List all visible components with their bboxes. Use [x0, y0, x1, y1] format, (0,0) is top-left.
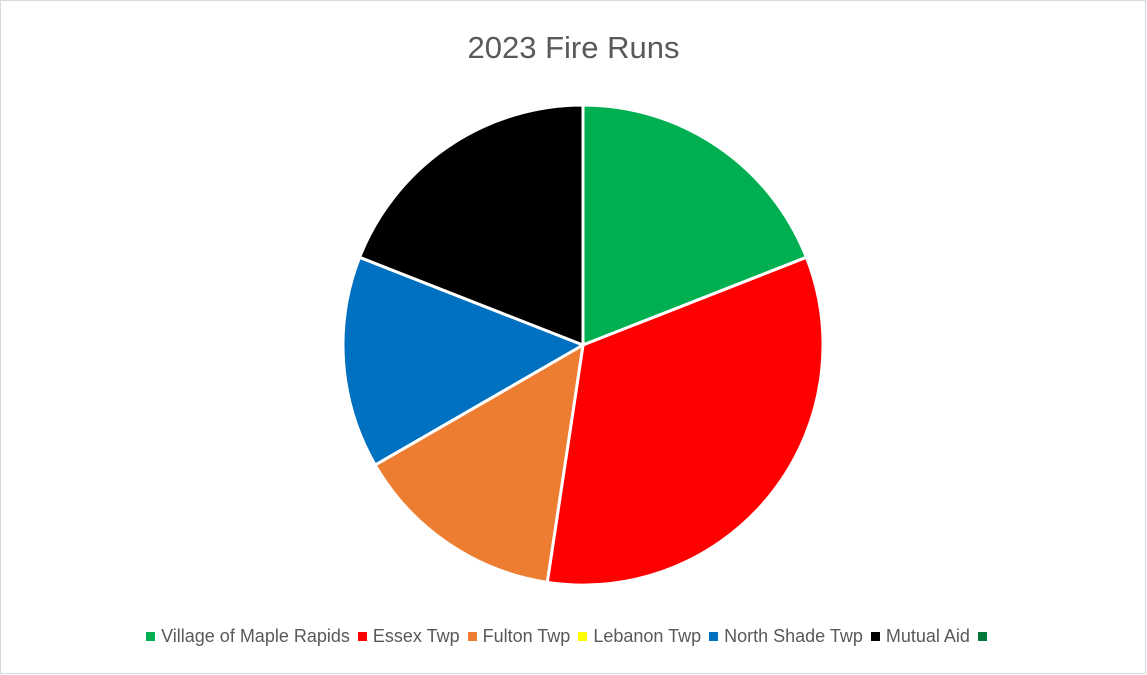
chart-title: 2023 Fire Runs [467, 30, 680, 65]
legend-label: Mutual Aid [885, 626, 970, 646]
legend-label: Lebanon Twp [593, 626, 702, 646]
legend-label: Essex Twp [372, 626, 460, 646]
legend-swatch [357, 632, 367, 641]
chart-legend: Village of Maple Rapids Essex Twp Fulton T… [0, 626, 1147, 647]
legend-swatch [467, 632, 477, 641]
pie-slice-village-of-maple-rapids [581, 103, 809, 348]
legend-item: Lebanon Twp [578, 626, 701, 647]
legend-label: Fulton Twp [482, 626, 571, 646]
pie-slice-essex-twp [545, 255, 825, 587]
legend-item: North Shade Twp [709, 626, 863, 647]
legend-item [977, 632, 993, 641]
pie-slice-mutual-aid [357, 103, 585, 348]
pie-slice-north-shade-twp [341, 255, 587, 468]
legend-label: North Shade Twp [724, 626, 863, 646]
legend-swatch [977, 632, 987, 641]
legend-item: Village of Maple Rapids [146, 626, 350, 647]
legend-label: Village of Maple Rapids [161, 626, 350, 646]
legend-swatch [146, 632, 156, 641]
legend-item: Mutual Aid [870, 626, 970, 647]
legend-item: Fulton Twp [467, 626, 571, 647]
legend-swatch [870, 632, 880, 641]
legend-swatch [578, 632, 588, 641]
legend-item: Essex Twp [357, 626, 460, 647]
legend-swatch [709, 632, 719, 641]
pie-slice-fulton-twp [373, 342, 585, 585]
